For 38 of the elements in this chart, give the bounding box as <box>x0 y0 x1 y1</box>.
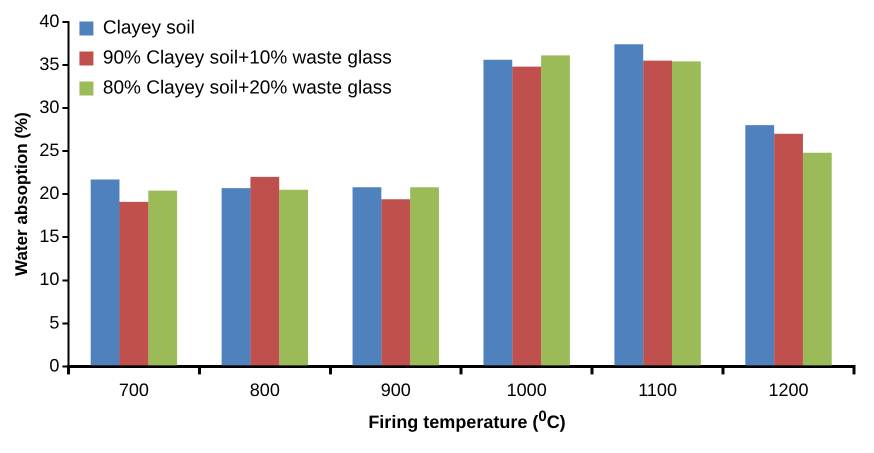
bar <box>250 176 280 366</box>
x-tick-label: 1100 <box>638 380 677 400</box>
x-tick-label: 900 <box>380 380 411 400</box>
bar <box>381 199 410 366</box>
bar <box>614 44 644 366</box>
bar <box>745 125 774 366</box>
y-tick-label: 20 <box>39 183 60 204</box>
bar <box>774 134 803 366</box>
bar <box>222 188 250 366</box>
y-tick-label: 10 <box>39 269 60 290</box>
y-tick-label: 5 <box>49 312 60 332</box>
bar <box>672 61 701 366</box>
bar <box>483 60 512 366</box>
x-axis-title: Firing temperature ($^{0}$C) <box>367 408 567 433</box>
bar <box>802 152 832 366</box>
y-tick-label: 35 <box>39 54 60 74</box>
bar <box>541 55 570 366</box>
x-tick-label: 700 <box>118 380 149 400</box>
bar <box>90 179 120 366</box>
x-tick-label: 1000 <box>506 380 547 400</box>
y-tick-label: 40 <box>39 10 60 31</box>
y-tick-label: 0 <box>49 355 60 376</box>
legend-label: Clayey soil <box>102 18 195 39</box>
legend-label: 90% Clayey soil+10% waste glass <box>102 48 392 69</box>
y-tick-label: 25 <box>39 140 60 160</box>
y-tick-label: 30 <box>39 96 60 117</box>
bar <box>643 60 672 366</box>
x-tick-label: 800 <box>250 380 280 400</box>
bar <box>279 190 308 366</box>
bar <box>410 187 439 366</box>
bar <box>512 66 542 366</box>
y-tick-label: 15 <box>39 226 60 246</box>
x-tick-label: 1200 <box>768 380 809 400</box>
legend-label: 80% Clayey soil+20% waste glass <box>102 78 392 99</box>
bar <box>119 202 148 366</box>
y-axis-title: Water absoption (%) <box>12 112 31 276</box>
bar <box>352 187 382 366</box>
bar <box>148 190 178 366</box>
